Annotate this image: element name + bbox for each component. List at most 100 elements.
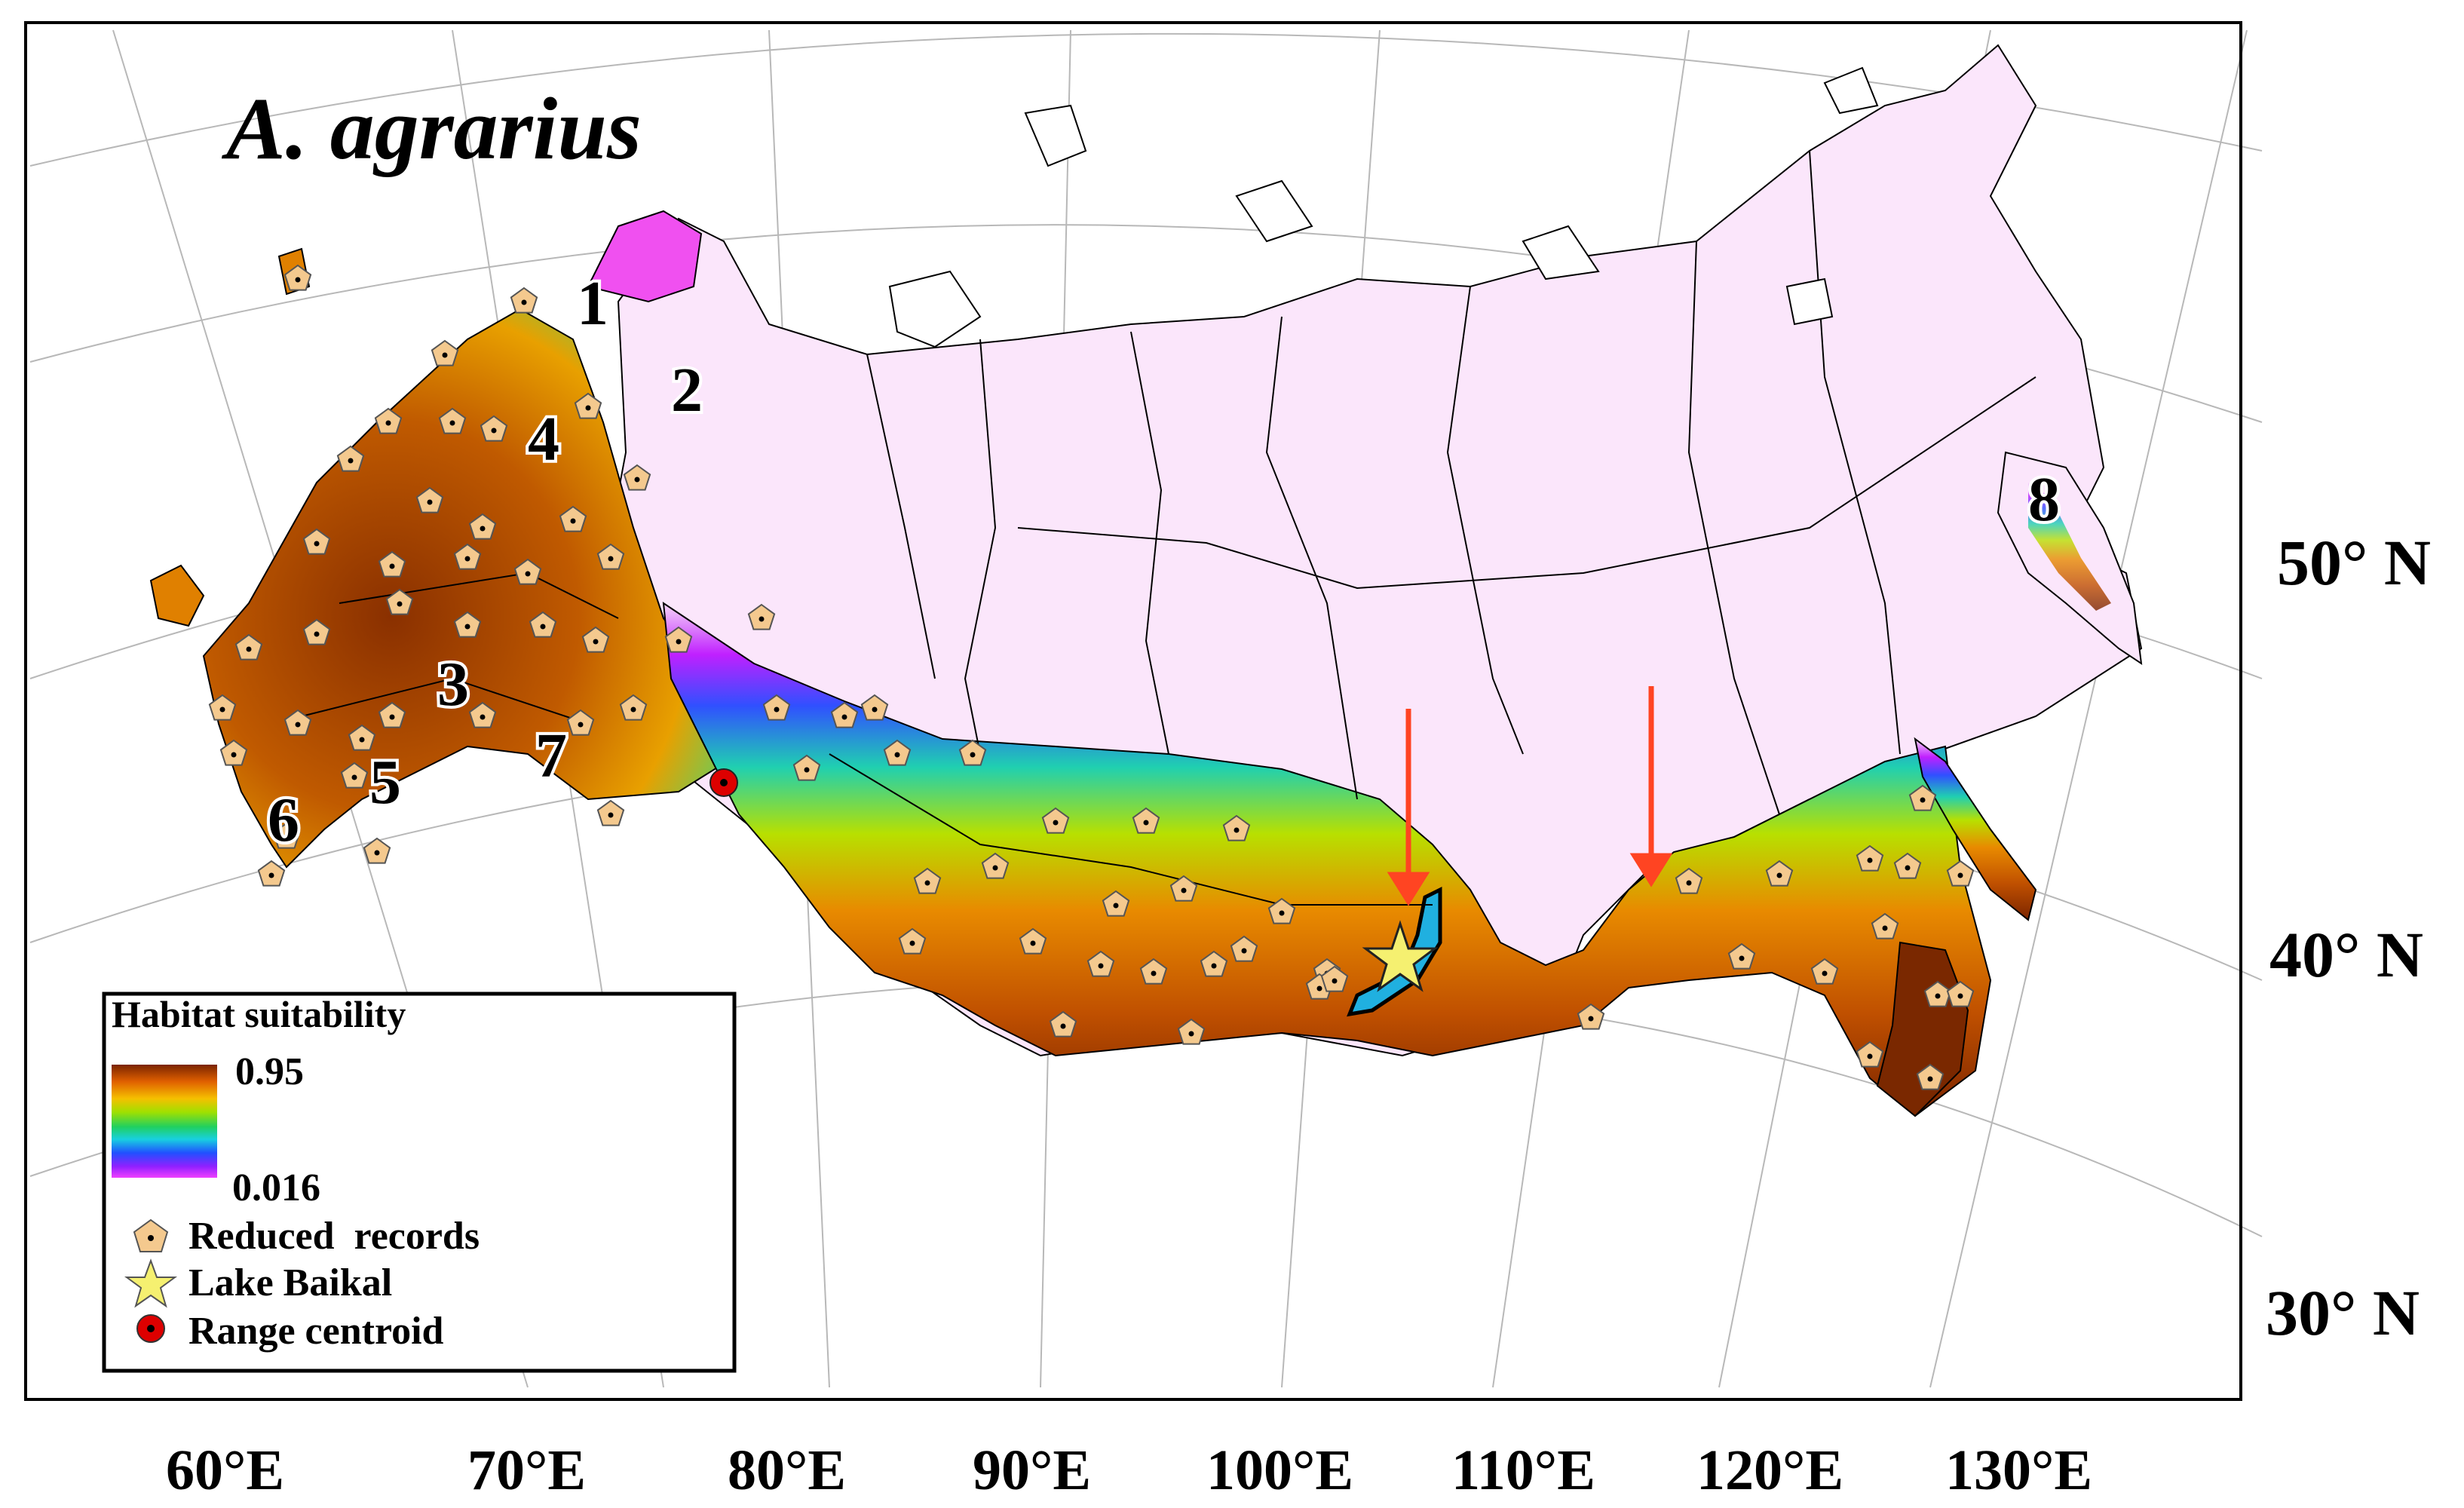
record-marker-dot-66 (1822, 970, 1828, 976)
record-marker-dot-43 (992, 865, 998, 871)
record-marker-dot-6 (449, 420, 455, 426)
region-number-6: 6 (268, 785, 299, 855)
far-east-core (1876, 941, 1969, 1117)
record-marker-dot-23 (676, 639, 682, 645)
region-number-3: 3 (437, 649, 469, 719)
record-marker-dot-2 (585, 405, 591, 411)
record-marker-dot-76 (359, 737, 365, 743)
record-marker-dot-1 (521, 299, 527, 305)
record-marker-dot-57 (1332, 978, 1338, 984)
record-marker-dot-26 (295, 722, 301, 728)
record-marker-dot-44 (909, 940, 915, 946)
western-island (149, 564, 205, 627)
lat-label-40: 40° N (2269, 918, 2423, 991)
record-marker-dot-67 (1739, 955, 1745, 961)
record-marker-dot-20 (464, 624, 470, 630)
record-marker-dot-74 (231, 752, 237, 758)
legend-min-label: 0.016 (232, 1166, 320, 1209)
kamchatka-suitability (2028, 483, 2111, 611)
record-marker-dot-64 (1935, 993, 1941, 999)
lon-label-120: 120°E (1696, 1439, 1843, 1502)
record-marker-dot-70 (1920, 797, 1926, 803)
region-number-7: 7 (535, 721, 567, 791)
region-numbers: 1 2 3 4 5 6 7 8 (265, 265, 2063, 858)
record-marker-dot-28 (389, 714, 395, 720)
lat-label-30: 30° N (2266, 1277, 2420, 1349)
record-marker-dot-24 (759, 616, 765, 622)
record-marker-dot-72 (268, 872, 274, 878)
map-frame (24, 21, 2242, 1401)
record-marker-dot-53 (1211, 963, 1217, 969)
region-number-2: 2 (671, 355, 703, 425)
record-marker-dot-51 (1098, 963, 1104, 969)
record-marker-dot-27 (351, 774, 357, 780)
record-marker-dot-7 (491, 428, 497, 434)
latitude-labels: 50° N 40° N 30° N (2266, 526, 2431, 1349)
region-number-5: 5 (369, 747, 401, 817)
record-marker-dot-25 (219, 706, 225, 713)
lat-label-50: 50° N (2277, 526, 2431, 599)
record-marker-dot-75 (374, 850, 380, 856)
record-marker-dot-65 (1882, 925, 1888, 931)
record-marker-dot-30 (578, 722, 584, 728)
record-marker-dot-32 (774, 706, 780, 713)
record-marker-dot-49 (1241, 948, 1247, 954)
lon-label-70: 70°E (467, 1439, 586, 1502)
record-marker-dot-19 (397, 601, 403, 607)
region-number-8: 8 (2028, 464, 2060, 535)
record-marker-dot-10 (480, 526, 486, 532)
arrow-icon-2 (1629, 686, 1673, 887)
record-marker-dot-21 (540, 624, 546, 630)
record-marker-dot-46 (1113, 903, 1119, 909)
record-marker-dot-35 (804, 767, 810, 773)
record-marker-dot-29 (480, 714, 486, 720)
lon-label-130: 130°E (1945, 1439, 2092, 1502)
record-marker-dot-31 (630, 706, 636, 713)
record-marker-dot-9 (427, 499, 433, 505)
record-marker-dot-68 (1867, 1053, 1873, 1059)
record-marker-dot-13 (464, 556, 470, 562)
record-marker-dot-69 (1927, 1076, 1933, 1082)
legend-item-centroid: Range centroid (188, 1310, 444, 1353)
record-marker-dot-73 (283, 835, 290, 841)
arctic-islands (888, 66, 1879, 348)
longitude-labels: 60°E 70°E 80°E 90°E 100°E 110°E 120°E 13… (166, 1439, 2092, 1502)
record-marker-dot-39 (1143, 820, 1149, 826)
region-number-4: 4 (528, 404, 559, 474)
record-marker-dot-54 (1060, 1023, 1066, 1029)
record-marker-dot-22 (593, 639, 599, 645)
record-marker-dot-61 (1867, 857, 1873, 863)
lon-label-60: 60°E (166, 1439, 284, 1502)
record-marker-dot-15 (608, 556, 614, 562)
lon-label-90: 90°E (973, 1439, 1091, 1502)
record-marker-dot-41 (608, 812, 614, 818)
legend-color-ramp (112, 1065, 217, 1178)
record-marker-dot-48 (1279, 910, 1285, 916)
record-marker-dot-38 (1053, 820, 1059, 826)
record-marker-dot-52 (1151, 970, 1157, 976)
record-marker-dot-59 (1686, 880, 1692, 886)
lon-label-100: 100°E (1206, 1439, 1353, 1502)
record-marker-dot-37 (970, 752, 976, 758)
range-centroid-marker (709, 768, 738, 797)
record-marker-dot-12 (389, 563, 395, 569)
species-title: A. agrarius (221, 79, 642, 178)
record-marker-dot-42 (924, 880, 930, 886)
record-marker-dot-14 (525, 571, 531, 577)
record-marker-dot-34 (872, 706, 878, 713)
record-marker-dot-63 (1957, 872, 1963, 878)
record-marker-dot-18 (314, 631, 320, 637)
record-marker-dot-33 (841, 714, 847, 720)
arrow-icon-1 (1387, 709, 1430, 906)
record-marker-dot-8 (348, 458, 354, 464)
record-marker-dot-0 (295, 277, 301, 283)
record-marker-dot-4 (442, 352, 448, 358)
star-icon (124, 1258, 178, 1308)
lake-baikal-star-icon (1362, 920, 1439, 992)
legend: Habitat suitability 0.95 0.016 Reduced r… (102, 992, 737, 1373)
region-number-1: 1 (577, 268, 608, 339)
reduced-records-markers (208, 264, 1975, 1090)
record-marker-dot-11 (570, 518, 576, 524)
record-marker-dot-71 (1957, 993, 1963, 999)
